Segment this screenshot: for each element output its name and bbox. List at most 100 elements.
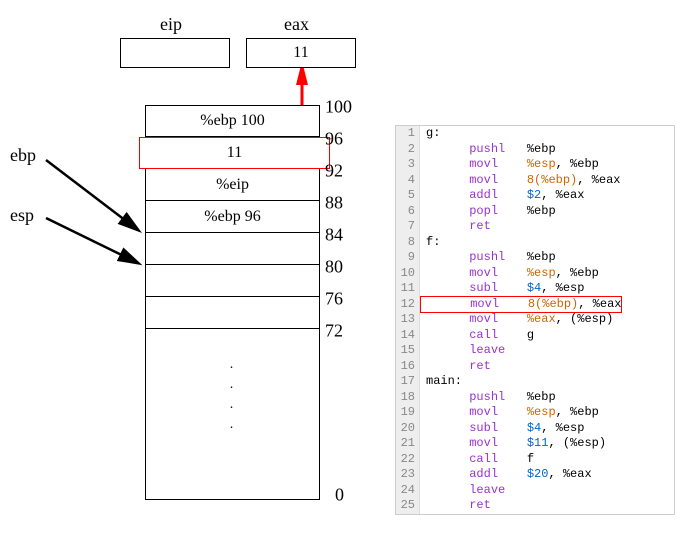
code-line-15: 15 leave xyxy=(396,343,674,359)
stack-bottom-border xyxy=(145,499,320,500)
code-line-16: 16 ret xyxy=(396,359,674,375)
code-line-10: 10 movl %esp, %ebp xyxy=(396,266,674,282)
line-number: 9 xyxy=(396,250,420,266)
stack-cell-0: %ebp 100 xyxy=(145,105,320,137)
addr-92: 92 xyxy=(325,161,343,182)
eax-label: eax xyxy=(284,14,309,35)
line-number: 11 xyxy=(396,281,420,297)
stack-cell-3: %ebp 96 xyxy=(145,201,320,233)
code-line-20: 20 subl $4, %esp xyxy=(396,421,674,437)
ellipsis: .... xyxy=(145,355,320,435)
code-text: addl $2, %eax xyxy=(420,188,584,204)
line-number: 24 xyxy=(396,483,420,499)
addr-96: 96 xyxy=(325,129,343,150)
code-line-14: 14 call g xyxy=(396,328,674,344)
stack-cell-1: 11 xyxy=(139,137,330,169)
code-line-6: 6 popl %ebp xyxy=(396,204,674,220)
line-number: 20 xyxy=(396,421,420,437)
code-text: g: xyxy=(420,126,440,142)
code-text: movl %esp, %ebp xyxy=(420,405,599,421)
addr-88: 88 xyxy=(325,193,343,214)
eax-register: 11 xyxy=(246,38,356,68)
code-text: call g xyxy=(420,328,534,344)
code-line-18: 18 pushl %ebp xyxy=(396,390,674,406)
line-number: 7 xyxy=(396,219,420,235)
stack-cell-6 xyxy=(145,297,320,329)
code-line-19: 19 movl %esp, %ebp xyxy=(396,405,674,421)
code-line-3: 3 movl %esp, %ebp xyxy=(396,157,674,173)
addr-0: 0 xyxy=(335,485,344,506)
code-line-12: 12 movl 8(%ebp), %eax xyxy=(396,297,674,313)
line-number: 10 xyxy=(396,266,420,282)
code-text: movl %eax, (%esp) xyxy=(420,312,613,328)
eip-label: eip xyxy=(160,14,182,35)
stack: %ebp 100 11 %eip %ebp 96 xyxy=(145,105,320,329)
stack-cell-5 xyxy=(145,265,320,297)
line-number: 18 xyxy=(396,390,420,406)
line-number: 5 xyxy=(396,188,420,204)
code-line-17: 17main: xyxy=(396,374,674,390)
line-number: 22 xyxy=(396,452,420,468)
ebp-label: ebp xyxy=(10,145,36,166)
line-number: 16 xyxy=(396,359,420,375)
stack-cell-4 xyxy=(145,233,320,265)
code-text: movl %esp, %ebp xyxy=(420,266,599,282)
code-text: ret xyxy=(420,219,491,235)
code-text: subl $4, %esp xyxy=(420,281,584,297)
esp-label: esp xyxy=(10,205,34,226)
code-text: movl 8(%ebp), %eax xyxy=(420,173,620,189)
code-text: leave xyxy=(420,483,505,499)
code-text: popl %ebp xyxy=(420,204,556,220)
code-line-25: 25 ret xyxy=(396,498,674,514)
code-text: movl %esp, %ebp xyxy=(420,157,599,173)
addr-80: 80 xyxy=(325,257,343,278)
line-number: 4 xyxy=(396,173,420,189)
code-line-23: 23 addl $20, %eax xyxy=(396,467,674,483)
code-line-7: 7 ret xyxy=(396,219,674,235)
line-number: 14 xyxy=(396,328,420,344)
code-text: pushl %ebp xyxy=(420,142,556,158)
line-number: 1 xyxy=(396,126,420,142)
addr-72: 72 xyxy=(325,321,343,342)
line-number: 19 xyxy=(396,405,420,421)
addr-100: 100 xyxy=(325,97,352,118)
code-line-8: 8f: xyxy=(396,235,674,251)
line-number: 8 xyxy=(396,235,420,251)
code-text: movl $11, (%esp) xyxy=(420,436,606,452)
line-number: 25 xyxy=(396,498,420,514)
line-number: 3 xyxy=(396,157,420,173)
code-line-2: 2 pushl %ebp xyxy=(396,142,674,158)
code-text: ret xyxy=(420,359,491,375)
code-line-13: 13 movl %eax, (%esp) xyxy=(396,312,674,328)
code-line-22: 22 call f xyxy=(396,452,674,468)
line-number: 13 xyxy=(396,312,420,328)
line-number: 23 xyxy=(396,467,420,483)
code-line-1: 1g: xyxy=(396,126,674,142)
code-line-9: 9 pushl %ebp xyxy=(396,250,674,266)
code-line-5: 5 addl $2, %eax xyxy=(396,188,674,204)
code-line-24: 24 leave xyxy=(396,483,674,499)
code-panel: 1g:2 pushl %ebp3 movl %esp, %ebp4 movl 8… xyxy=(395,125,675,515)
code-text: subl $4, %esp xyxy=(420,421,584,437)
code-text: movl 8(%ebp), %eax xyxy=(420,296,622,314)
pointer-arrows xyxy=(38,140,148,280)
code-line-21: 21 movl $11, (%esp) xyxy=(396,436,674,452)
line-number: 6 xyxy=(396,204,420,220)
code-text: pushl %ebp xyxy=(420,390,556,406)
addr-76: 76 xyxy=(325,289,343,310)
code-text: call f xyxy=(420,452,534,468)
code-text: ret xyxy=(420,498,491,514)
line-number: 21 xyxy=(396,436,420,452)
line-number: 15 xyxy=(396,343,420,359)
code-text: addl $20, %eax xyxy=(420,467,592,483)
stack-cell-2: %eip xyxy=(145,169,320,201)
code-text: main: xyxy=(420,374,462,390)
addr-84: 84 xyxy=(325,225,343,246)
line-number: 17 xyxy=(396,374,420,390)
code-line-11: 11 subl $4, %esp xyxy=(396,281,674,297)
code-text: f: xyxy=(420,235,440,251)
eip-register xyxy=(120,38,230,68)
line-number: 2 xyxy=(396,142,420,158)
code-text: pushl %ebp xyxy=(420,250,556,266)
code-line-4: 4 movl 8(%ebp), %eax xyxy=(396,173,674,189)
